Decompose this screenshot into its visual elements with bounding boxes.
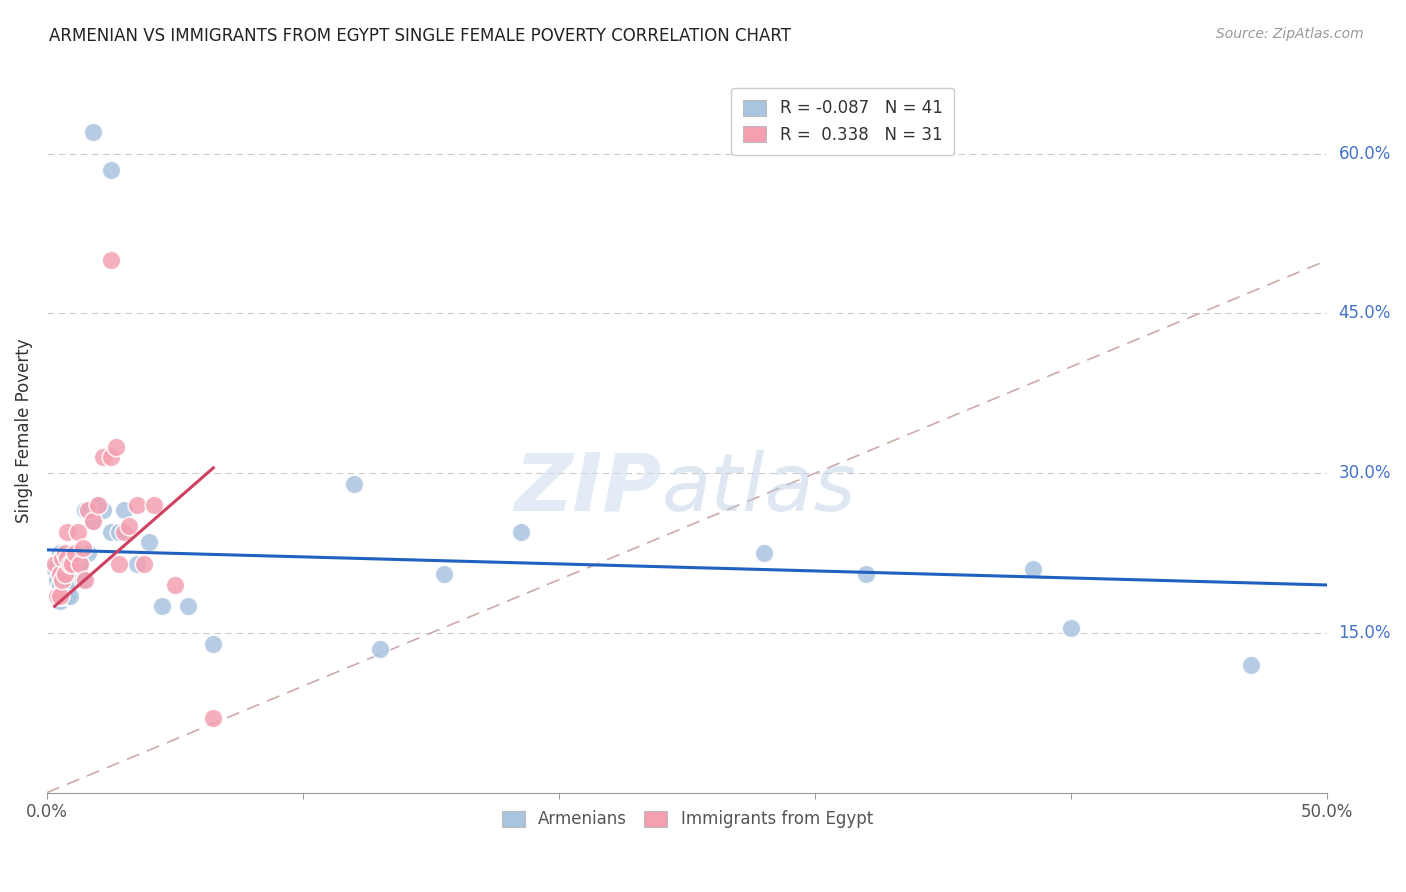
Point [105, 440, 128, 454]
Point [59, 557, 82, 571]
Point [56, 589, 79, 603]
Point [66, 524, 89, 539]
Point [72, 573, 94, 587]
Point [125, 557, 148, 571]
Point [1239, 657, 1261, 672]
Point [82, 125, 104, 139]
Point [69, 557, 91, 571]
Point [82, 514, 104, 528]
Point [91, 450, 114, 465]
Point [48, 546, 70, 560]
Point [51, 557, 73, 571]
Text: ARMENIAN VS IMMIGRANTS FROM EGYPT SINGLE FEMALE POVERTY CORRELATION CHART: ARMENIAN VS IMMIGRANTS FROM EGYPT SINGLE… [49, 27, 792, 45]
Point [125, 498, 148, 512]
Point [48, 578, 70, 592]
Point [76, 546, 98, 560]
Point [82, 514, 104, 528]
Point [100, 450, 122, 465]
Point [53, 583, 76, 598]
Point [51, 589, 73, 603]
Legend: Armenians, Immigrants from Egypt: Armenians, Immigrants from Egypt [495, 804, 879, 835]
Point [75, 503, 97, 517]
Point [100, 524, 122, 539]
Point [163, 578, 186, 592]
Point [72, 541, 94, 555]
Point [44, 557, 66, 571]
Point [107, 557, 129, 571]
Point [343, 476, 366, 491]
Text: 45.0%: 45.0% [1339, 304, 1391, 322]
Point [56, 524, 79, 539]
Point [177, 599, 200, 614]
Point [44, 562, 66, 576]
Text: 60.0%: 60.0% [1339, 145, 1391, 162]
Point [433, 567, 456, 582]
Point [46, 573, 69, 587]
Point [118, 519, 141, 533]
Point [509, 524, 531, 539]
Point [51, 551, 73, 566]
Point [56, 551, 79, 566]
Point [112, 503, 135, 517]
Text: ZIP: ZIP [515, 450, 662, 527]
Text: 15.0%: 15.0% [1339, 624, 1391, 642]
Point [53, 551, 76, 566]
Point [62, 557, 84, 571]
Point [87, 498, 110, 512]
Point [53, 567, 76, 582]
Point [1022, 562, 1045, 576]
Point [59, 589, 82, 603]
Point [368, 641, 391, 656]
Point [56, 562, 79, 576]
Point [202, 711, 225, 725]
Point [63, 546, 86, 560]
Point [63, 562, 86, 576]
Point [53, 546, 76, 560]
Point [62, 546, 84, 560]
Point [150, 599, 173, 614]
Point [62, 573, 84, 587]
Point [100, 162, 122, 177]
Point [143, 498, 166, 512]
Point [48, 594, 70, 608]
Point [855, 567, 877, 582]
Point [59, 551, 82, 566]
Point [138, 535, 160, 549]
Point [46, 589, 69, 603]
Point [87, 498, 110, 512]
Point [107, 524, 129, 539]
Y-axis label: Single Female Poverty: Single Female Poverty [15, 338, 32, 523]
Point [112, 524, 135, 539]
Point [48, 589, 70, 603]
Point [1060, 621, 1083, 635]
Text: Source: ZipAtlas.com: Source: ZipAtlas.com [1216, 27, 1364, 41]
Point [75, 573, 97, 587]
Point [66, 551, 89, 566]
Point [48, 567, 70, 582]
Point [76, 503, 98, 517]
Point [134, 557, 156, 571]
Text: atlas: atlas [662, 450, 856, 527]
Text: 30.0%: 30.0% [1339, 464, 1391, 483]
Point [752, 546, 775, 560]
Point [51, 573, 73, 587]
Point [91, 503, 114, 517]
Point [202, 636, 225, 650]
Point [100, 253, 122, 268]
Point [69, 557, 91, 571]
